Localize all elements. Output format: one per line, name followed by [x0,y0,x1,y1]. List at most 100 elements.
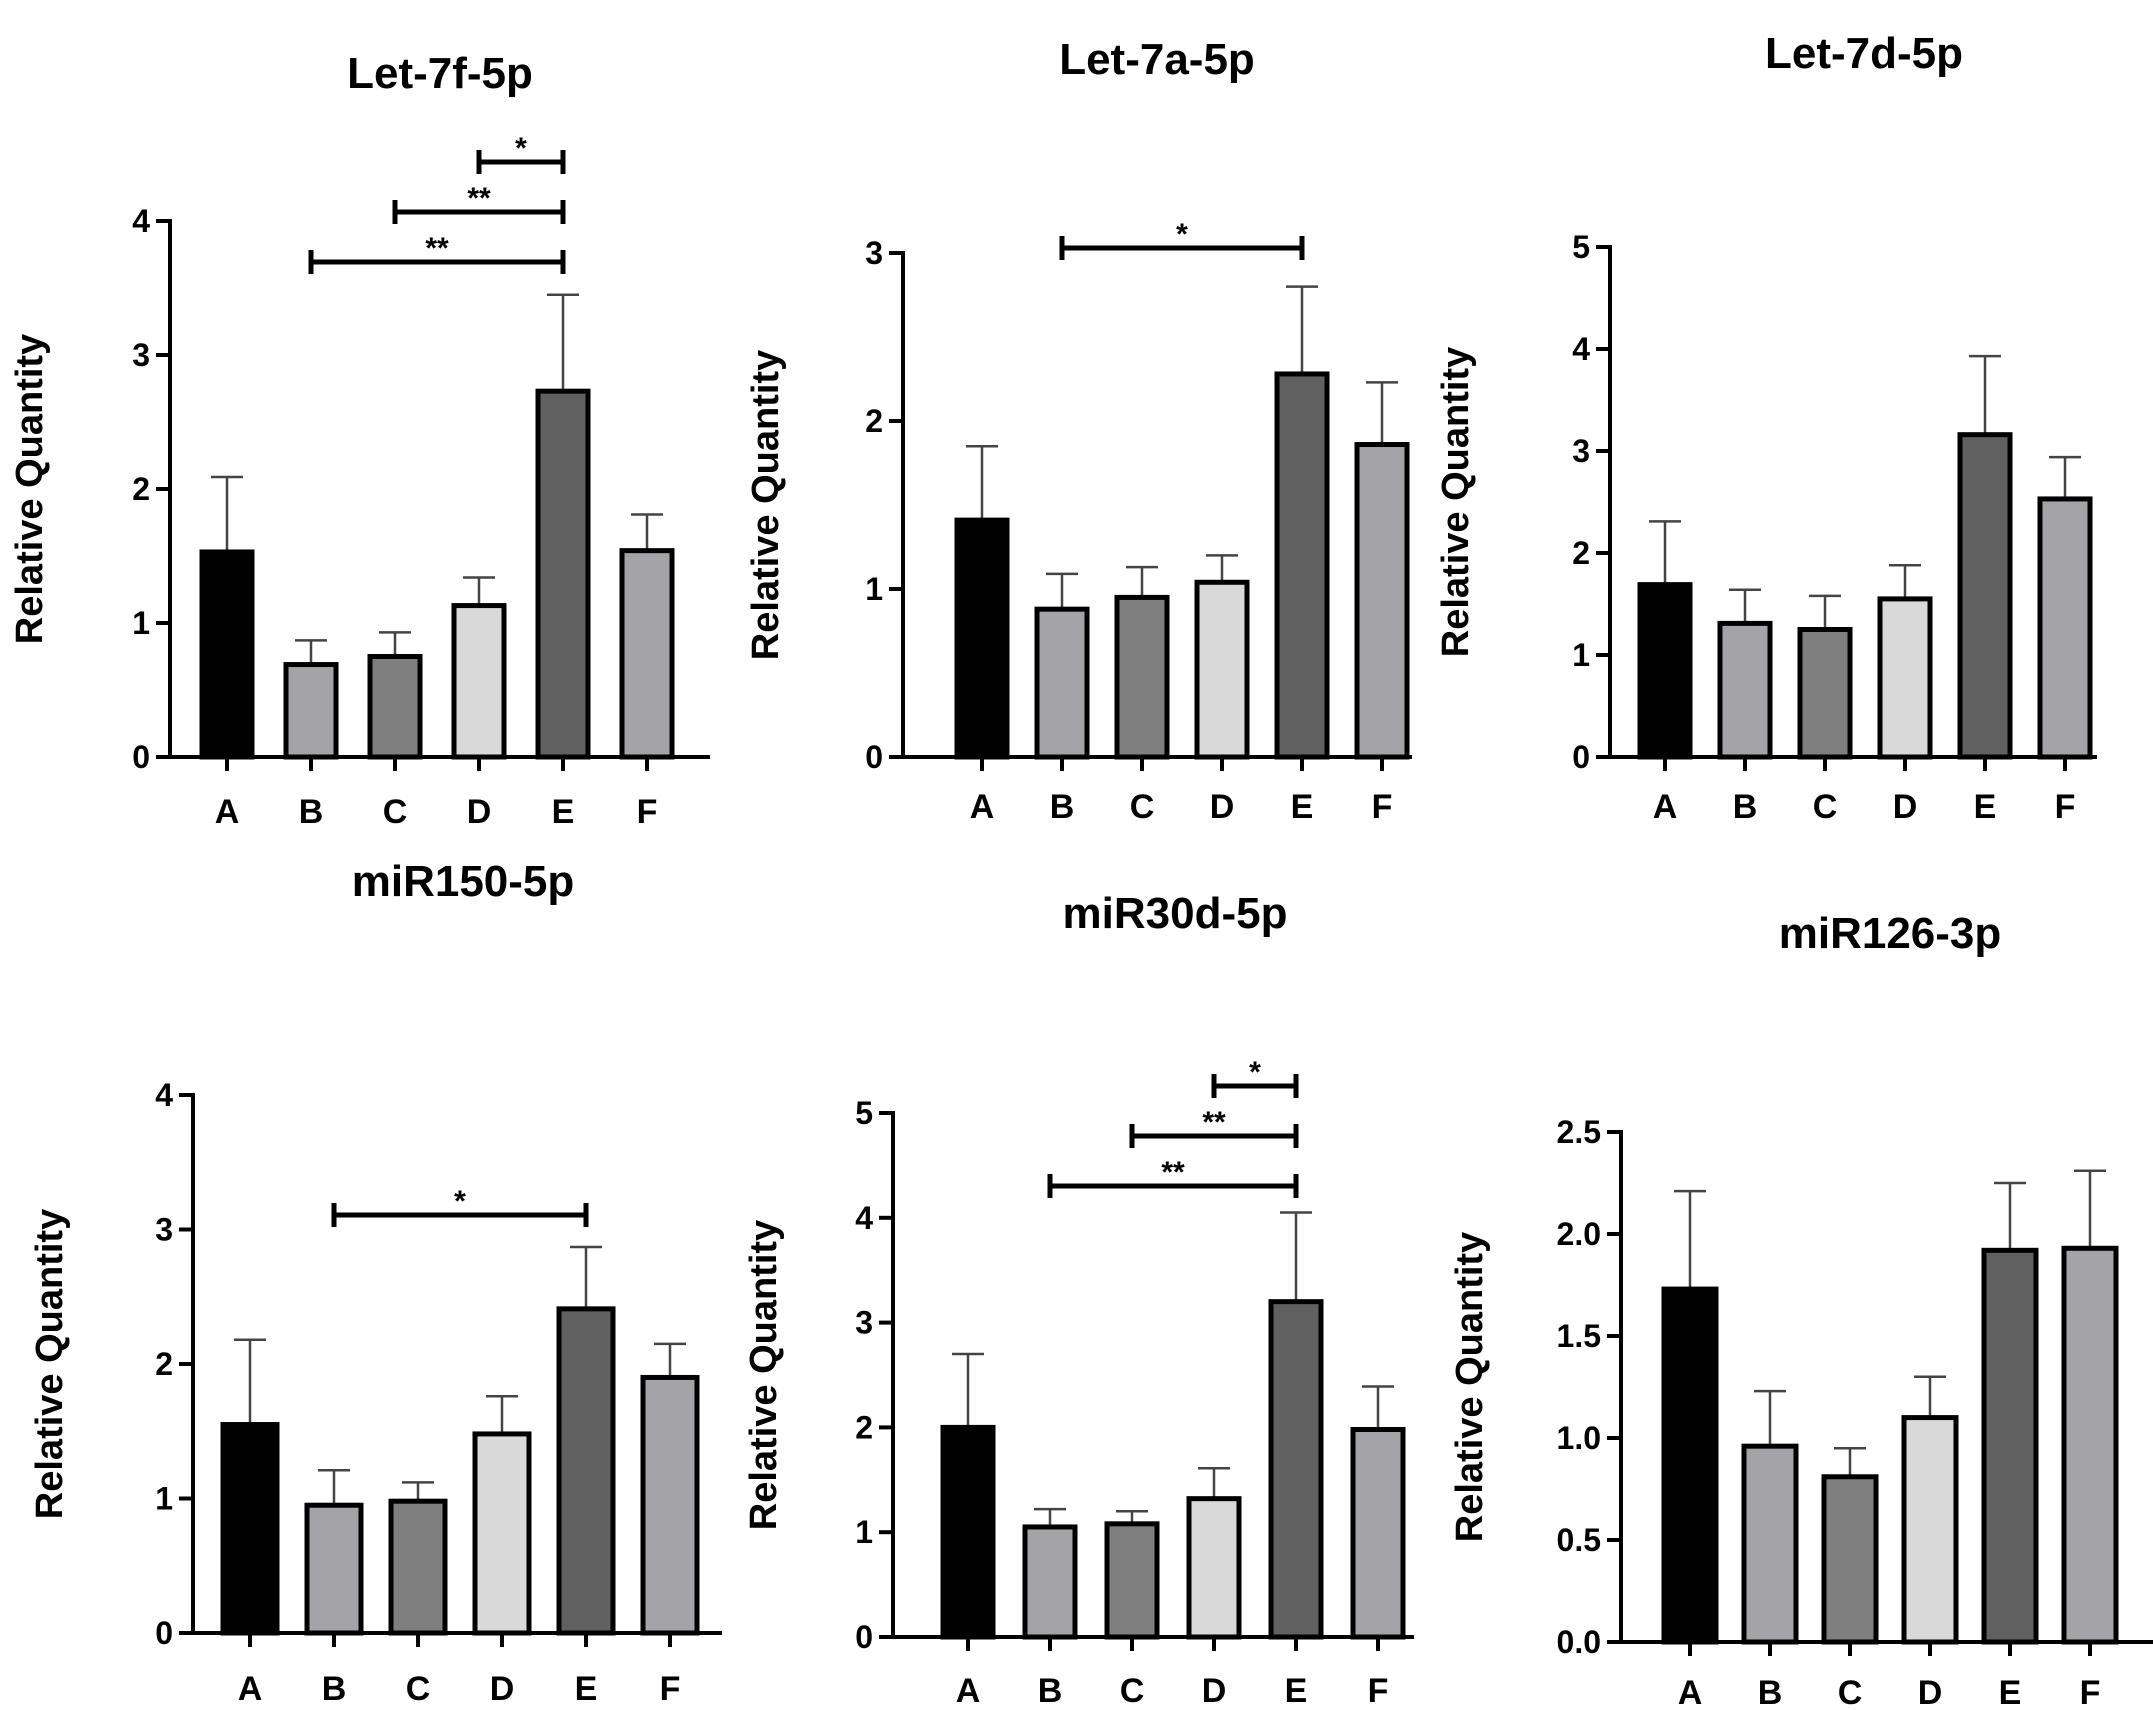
x-tick-label-F: F [637,793,658,831]
bar-C [388,1498,448,1636]
x-tick-label-D: D [1893,788,1918,826]
y-tick-label: 0 [132,739,150,775]
bar-C [1114,594,1170,760]
x-tick-label-E: E [1974,788,1997,826]
bar-C [1821,1474,1879,1645]
bar-B [1022,1524,1078,1640]
x-tick-label-D: D [1202,1672,1227,1710]
y-tick-label: 2 [155,1346,173,1382]
x-tick-label-E: E [1285,1672,1308,1710]
panel-2: Let-7a-5p Relative Quantity 0 1 2 3 A B C D E F * [745,35,1412,826]
bar-E [556,1306,616,1636]
x-tick-label-C: C [1813,788,1838,826]
y-axis-label: Relative Quantity [1435,347,1477,657]
panel-4: miR150-5p Relative Quantity 0 1 2 3 4 A B C D E F * [29,857,722,1708]
bar-D [1194,579,1250,760]
bar-E [1981,1247,2039,1645]
bar-F [2061,1245,2119,1645]
y-tick-label: 2 [855,1409,873,1445]
bar-A [220,1422,280,1636]
bar-A [1637,582,1693,760]
x-tick-label-B: B [1758,1674,1783,1710]
x-tick-label-A: A [1678,1674,1703,1710]
y-tick-label: 0 [865,739,883,775]
bar-E [1274,371,1330,760]
x-tick-label-F: F [2055,788,2076,826]
x-tick-label-C: C [406,1670,431,1708]
x-tick-label-F: F [1368,1672,1389,1710]
y-tick-label: 5 [1572,229,1590,265]
y-tick-label: 1 [155,1481,173,1517]
x-tick-label-C: C [383,793,408,831]
x-tick-label-A: A [238,1670,263,1708]
x-tick-label-E: E [552,793,575,831]
significance-label: * [454,1185,466,1218]
y-axis-label: Relative Quantity [9,334,51,644]
x-tick-label-F: F [2080,1674,2101,1710]
y-tick-label: 2 [1572,535,1590,571]
bar-C [1104,1521,1160,1640]
y-tick-label: 1 [865,571,883,607]
bar-C [367,654,423,760]
x-tick-label-C: C [1120,1672,1145,1710]
y-tick-label: 2.0 [1557,1216,1601,1252]
x-tick-label-A: A [970,788,995,826]
y-tick-label: 0 [155,1615,173,1651]
y-tick-label: 1 [132,605,150,641]
bar-A [1661,1286,1719,1645]
y-tick-label: 3 [1572,433,1590,469]
bar-B [1741,1443,1799,1645]
y-tick-label: 3 [132,337,150,373]
bar-F [640,1374,700,1636]
y-axis-label: Relative Quantity [743,1220,785,1530]
bar-F [619,548,675,760]
y-tick-label: 2 [132,471,150,507]
significance-bracket: ** [1047,1156,1299,1198]
chart-title: miR150-5p [352,857,575,906]
chart-title: Let-7d-5p [1765,29,1963,78]
y-tick-label: 1 [855,1514,873,1550]
y-tick-label: 4 [132,203,150,239]
significance-bracket: ** [1129,1106,1299,1148]
significance-bracket: ** [392,182,566,224]
x-tick-label-E: E [575,1670,598,1708]
y-tick-label: 4 [855,1200,873,1236]
x-tick-label-B: B [1038,1672,1063,1710]
x-tick-label-F: F [1372,788,1393,826]
significance-label: ** [1202,1106,1226,1139]
panel-3: Let-7d-5p Relative Quantity 0 1 2 3 4 5 A B C D E F [1435,29,2097,826]
x-tick-label-B: B [322,1670,347,1708]
chart-title: miR30d-5p [1063,889,1288,938]
x-tick-label-C: C [1130,788,1155,826]
significance-label: * [1249,1056,1261,1089]
significance-label: * [1176,218,1188,251]
y-tick-label: 3 [865,235,883,271]
y-tick-label: 1 [1572,637,1590,673]
chart-title: miR126-3p [1779,909,2002,958]
bar-B [304,1502,364,1636]
bar-B [1717,620,1773,760]
x-tick-label-A: A [956,1672,981,1710]
bar-A [199,549,255,760]
y-tick-label: 3 [855,1305,873,1341]
x-tick-label-D: D [1918,1674,1943,1710]
y-axis-label: Relative Quantity [29,1209,71,1519]
bar-F [1354,442,1410,760]
bar-D [451,603,507,760]
significance-label: ** [1161,1156,1185,1189]
bar-A [940,1424,996,1640]
bar-F [1350,1426,1406,1640]
bar-E [1268,1299,1324,1640]
chart-title: Let-7a-5p [1059,35,1255,84]
y-tick-label: 1.5 [1557,1318,1601,1354]
y-tick-label: 0 [855,1619,873,1655]
x-tick-label-B: B [1050,788,1075,826]
bar-D [1901,1415,1959,1645]
panel-6: miR126-3p Relative Quantity 0.0 0.5 1.0 1.5 2.… [1449,909,2153,1710]
y-tick-label: 2.5 [1557,1114,1601,1150]
y-tick-label: 0 [1572,739,1590,775]
bar-E [535,388,591,760]
significance-label: ** [425,232,449,265]
y-tick-label: 4 [155,1077,173,1113]
